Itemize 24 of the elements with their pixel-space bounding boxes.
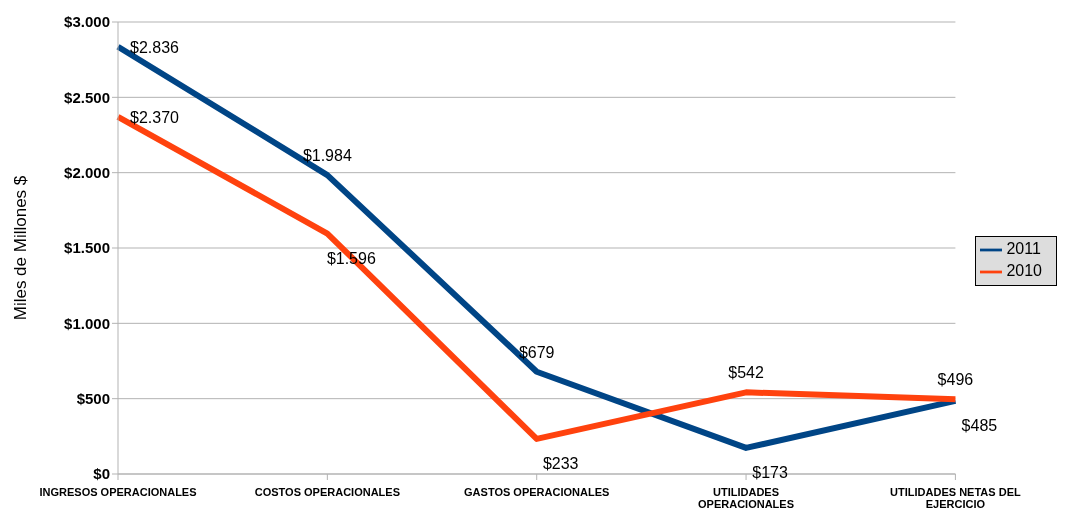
y-tick-label: $0 <box>93 465 110 483</box>
y-tick-label: $2.500 <box>64 88 110 106</box>
data-label: $173 <box>752 463 788 481</box>
legend-label: 2010 <box>1006 262 1042 280</box>
data-label: $542 <box>728 364 764 382</box>
x-tick-label: INGRESOS OPERACIONALES <box>39 486 197 498</box>
y-tick-label: $500 <box>76 389 110 407</box>
y-tick-label: $1.000 <box>64 314 110 332</box>
legend-label: 2011 <box>1006 240 1041 258</box>
x-tick-label: COSTOS OPERACIONALES <box>254 486 400 498</box>
y-axis-title: Miles de Millones $ <box>11 175 31 321</box>
x-tick-label: UTILIDADES NETAS DEL EJERCICIO <box>890 486 1021 510</box>
data-label: $233 <box>542 454 579 472</box>
data-label: $2.836 <box>130 38 180 56</box>
data-label: $496 <box>937 371 974 389</box>
x-tick-label: UTILIDADES OPERACIONALES <box>698 486 795 510</box>
y-tick-label: $1.500 <box>64 239 110 257</box>
data-label: $679 <box>518 343 555 361</box>
data-label: $1.984 <box>302 147 352 165</box>
y-tick-label: $3.000 <box>64 13 110 31</box>
x-tick-label: GASTOS OPERACIONALES <box>464 486 610 498</box>
y-tick-label: $2.000 <box>64 163 110 181</box>
data-label: $2.370 <box>130 108 180 126</box>
data-label: $485 <box>961 416 998 434</box>
